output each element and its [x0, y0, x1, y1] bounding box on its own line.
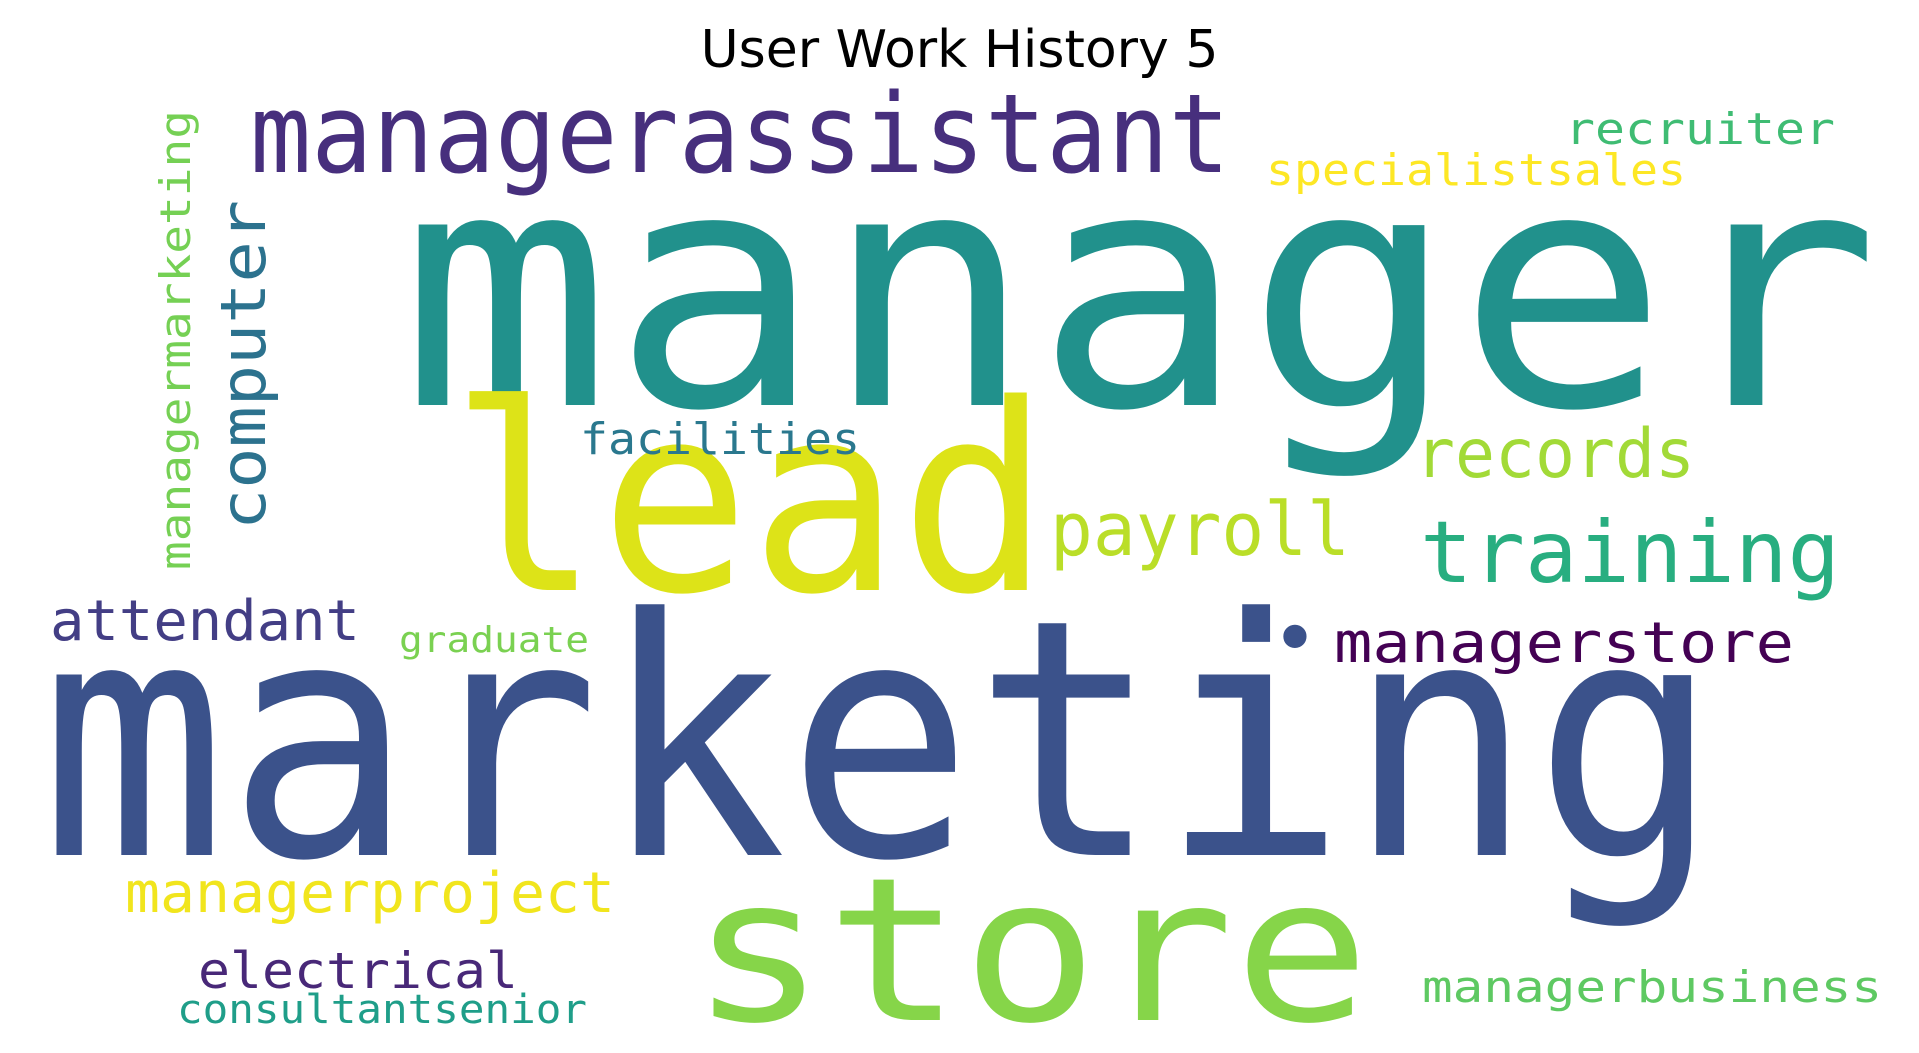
word-records: records: [1415, 415, 1695, 494]
word-bullet: •: [1271, 592, 1319, 685]
word-consultantsenior: consultantsenior: [177, 987, 587, 1033]
word-payroll: payroll: [1050, 487, 1350, 573]
word-graduate: graduate: [399, 620, 589, 661]
word-specialistsales: specialistsales: [1266, 145, 1686, 196]
word-facilities: facilities: [580, 414, 860, 465]
word-lead: lead: [450, 350, 1050, 652]
word-managerproject: managerproject: [125, 861, 615, 926]
word-computer: computer: [207, 200, 280, 530]
chart-title: User Work History 5: [700, 20, 1219, 80]
word-recruiter: recruiter: [1565, 104, 1835, 155]
word-marketing: marketing: [40, 549, 1720, 933]
word-managerbusiness: managerbusiness: [1422, 962, 1882, 1013]
word-manager: manager: [400, 99, 1880, 483]
word-managerassistant: managerassistant: [250, 70, 1230, 198]
word-store: store: [690, 835, 1370, 1053]
word-managerstore: managerstore: [1334, 611, 1794, 676]
word-training: training: [1420, 503, 1840, 603]
word-attendant: attendant: [50, 589, 360, 654]
word-managermarketing: managermarketing: [151, 110, 200, 570]
word-electrical: electrical: [198, 942, 518, 1000]
